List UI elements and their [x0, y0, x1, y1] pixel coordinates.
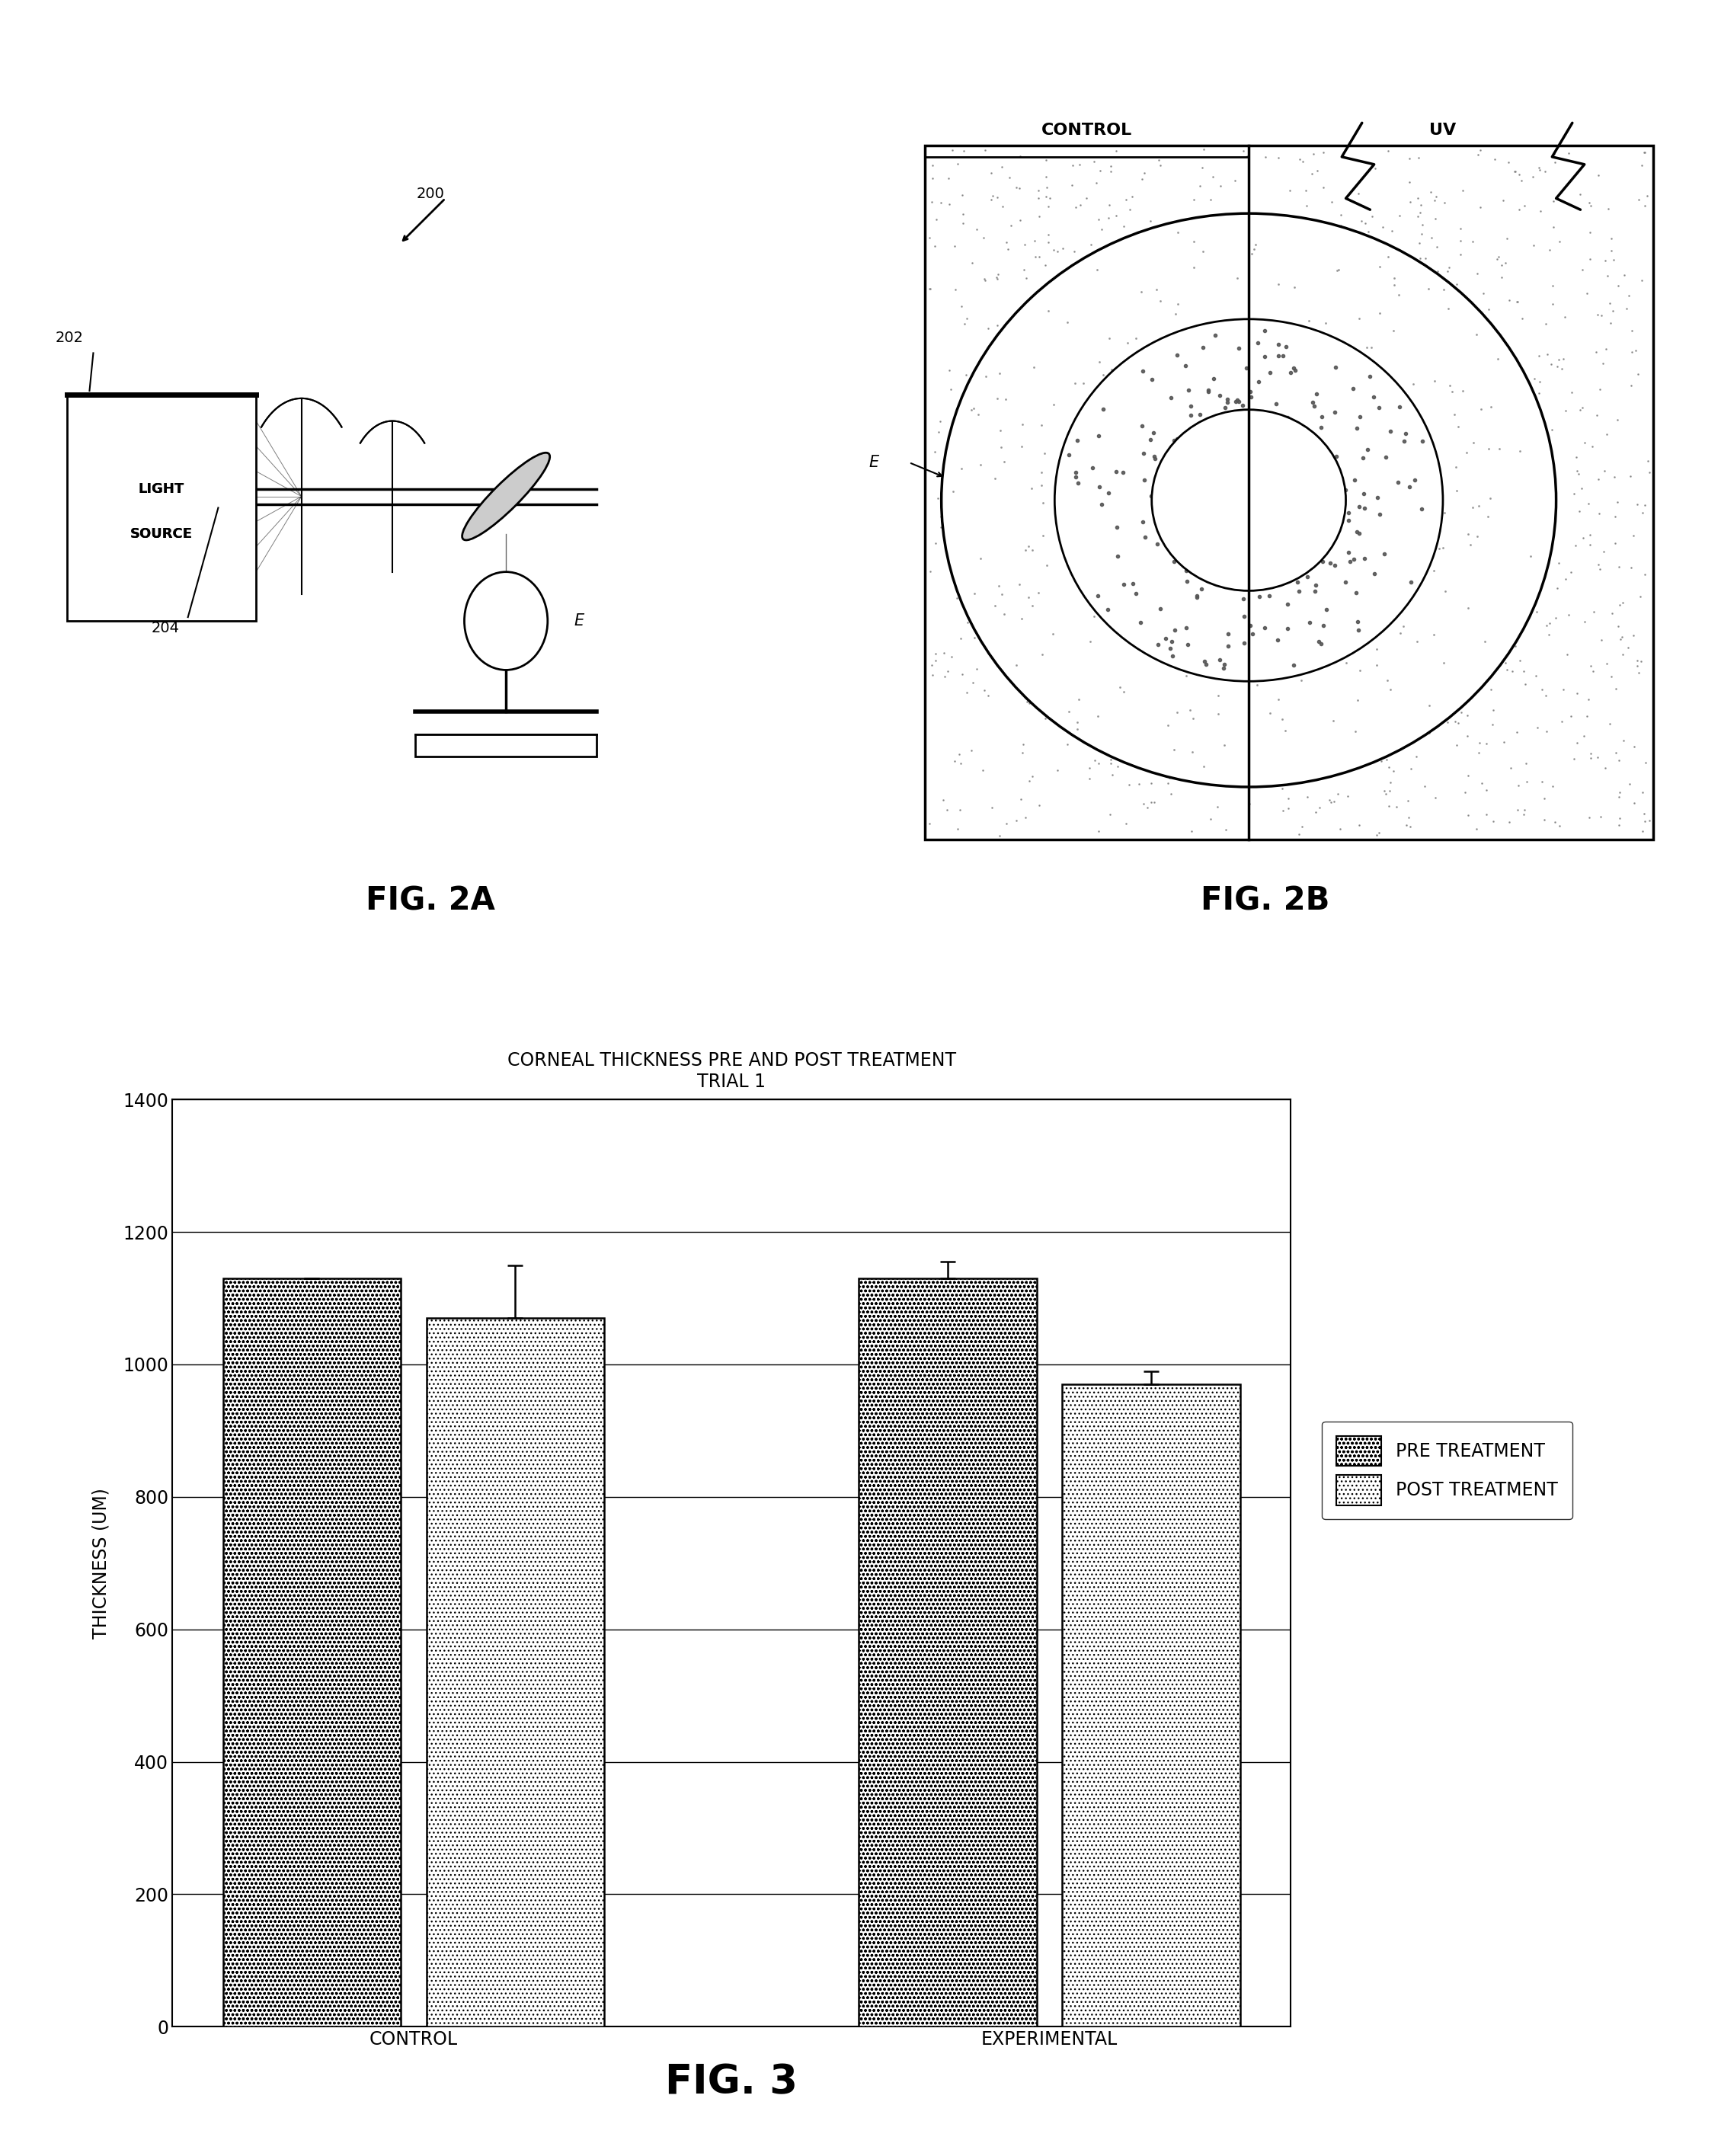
- Circle shape: [1055, 319, 1442, 681]
- Text: E: E: [575, 612, 583, 630]
- Bar: [859, 1279, 1036, 2027]
- Text: FIG. 2B: FIG. 2B: [1201, 884, 1329, 916]
- Text: UV: UV: [1430, 123, 1456, 138]
- Bar: [427, 1317, 604, 2027]
- Text: E: E: [869, 455, 879, 470]
- Text: SOURCE: SOURCE: [131, 528, 193, 541]
- Bar: [1062, 1384, 1239, 2027]
- Text: LIGHT: LIGHT: [138, 483, 184, 496]
- Bar: [89, 455, 234, 561]
- Text: LIGHT: LIGHT: [138, 483, 184, 496]
- Circle shape: [1151, 410, 1346, 591]
- Text: 204: 204: [151, 621, 179, 636]
- Text: 200: 200: [416, 188, 444, 201]
- Text: CONTROL: CONTROL: [1041, 123, 1132, 138]
- Text: FIG. 2A: FIG. 2A: [365, 884, 496, 916]
- Bar: [224, 1279, 401, 2027]
- Circle shape: [941, 213, 1556, 787]
- Bar: [67, 395, 256, 621]
- Ellipse shape: [465, 571, 547, 671]
- Text: SOURCE: SOURCE: [131, 528, 193, 541]
- Legend: PRE TREATMENT, POST TREATMENT: PRE TREATMENT, POST TREATMENT: [1322, 1421, 1573, 1520]
- Title: CORNEAL THICKNESS PRE AND POST TREATMENT
TRIAL 1: CORNEAL THICKNESS PRE AND POST TREATMENT…: [508, 1052, 955, 1091]
- Bar: [415, 733, 597, 757]
- Ellipse shape: [463, 453, 549, 541]
- Text: 202: 202: [55, 330, 84, 345]
- Text: FIG. 3: FIG. 3: [664, 2063, 799, 2102]
- Y-axis label: THICKNESS (UM): THICKNESS (UM): [91, 1488, 110, 1639]
